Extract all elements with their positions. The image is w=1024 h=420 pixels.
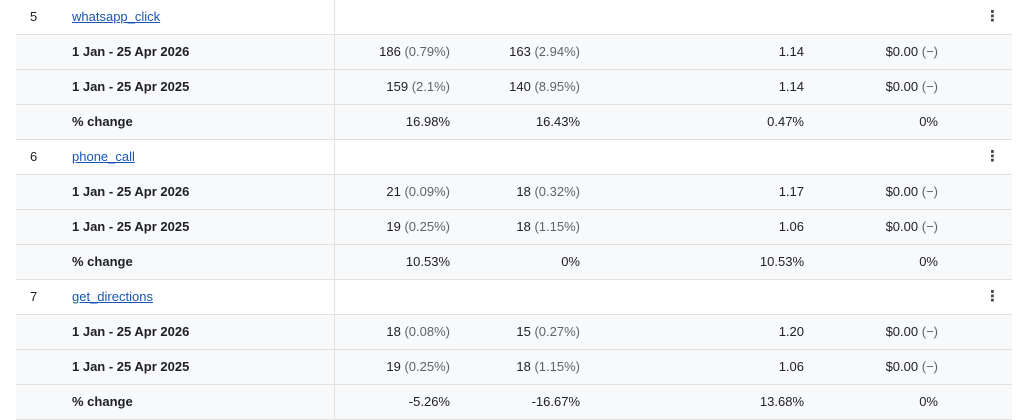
- event-name-link[interactable]: whatsapp_click: [72, 9, 161, 24]
- column-divider: [334, 0, 335, 34]
- metric-per-user: 1.06: [778, 219, 804, 234]
- percent-change-label: % change: [72, 114, 133, 129]
- column-divider: [334, 315, 335, 349]
- more-vert-icon[interactable]: ⋮: [985, 288, 1000, 305]
- column-divider: [334, 350, 335, 384]
- percent-change-label: % change: [72, 394, 133, 409]
- metric-users: 15 (0.27%): [516, 324, 580, 339]
- percent-change-row: % change -5.26% -16.67% 13.68% 0%: [16, 385, 1012, 420]
- period-row: 1 Jan - 25 Apr 2025 19 (0.25%) 18 (1.15%…: [16, 350, 1012, 385]
- metric-event-count: 19 (0.25%): [386, 359, 450, 374]
- metric-revenue: $0.00 (−): [885, 79, 938, 94]
- events-comparison-table: 5 whatsapp_click ⋮ 1 Jan - 25 Apr 2026 1…: [16, 0, 1012, 420]
- metric-revenue: $0.00 (−): [885, 219, 938, 234]
- event-group-row: 6 phone_call ⋮: [16, 140, 1012, 175]
- column-divider: [334, 140, 335, 174]
- change-users: 16.43%: [535, 114, 580, 129]
- period-label: 1 Jan - 25 Apr 2026: [72, 184, 190, 199]
- more-vert-icon[interactable]: ⋮: [985, 8, 1000, 25]
- period-label: 1 Jan - 25 Apr 2025: [72, 359, 190, 374]
- event-name-link[interactable]: phone_call: [72, 149, 135, 164]
- change-revenue: 0%: [919, 394, 938, 409]
- period-row: 1 Jan - 25 Apr 2026 186 (0.79%) 163 (2.9…: [16, 35, 1012, 70]
- period-label: 1 Jan - 25 Apr 2025: [72, 219, 190, 234]
- metric-revenue: $0.00 (−): [885, 184, 938, 199]
- metric-event-count: 186 (0.79%): [379, 44, 450, 59]
- metric-revenue: $0.00 (−): [885, 324, 938, 339]
- period-row: 1 Jan - 25 Apr 2025 19 (0.25%) 18 (1.15%…: [16, 210, 1012, 245]
- event-group-row: 5 whatsapp_click ⋮: [16, 0, 1012, 35]
- column-divider: [334, 385, 335, 419]
- metric-event-count: 19 (0.25%): [386, 219, 450, 234]
- metric-users: 163 (2.94%): [509, 44, 580, 59]
- column-divider: [334, 210, 335, 244]
- metric-revenue: $0.00 (−): [885, 44, 938, 59]
- period-label: 1 Jan - 25 Apr 2026: [72, 324, 190, 339]
- change-event-count: -5.26%: [408, 394, 450, 409]
- metric-event-count: 21 (0.09%): [386, 184, 450, 199]
- column-divider: [334, 35, 335, 69]
- metric-per-user: 1.14: [778, 44, 804, 59]
- change-per-user: 0.47%: [767, 114, 804, 129]
- metric-users: 18 (1.15%): [516, 219, 580, 234]
- event-name-link[interactable]: get_directions: [72, 289, 153, 304]
- percent-change-row: % change 10.53% 0% 10.53% 0%: [16, 245, 1012, 280]
- metric-users: 140 (8.95%): [509, 79, 580, 94]
- metric-per-user: 1.20: [778, 324, 804, 339]
- change-users: 0%: [561, 254, 580, 269]
- column-divider: [334, 70, 335, 104]
- row-index: 5: [30, 9, 38, 24]
- metric-event-count: 18 (0.08%): [386, 324, 450, 339]
- metric-event-count: 159 (2.1%): [386, 79, 450, 94]
- change-revenue: 0%: [919, 254, 938, 269]
- metric-users: 18 (1.15%): [516, 359, 580, 374]
- period-label: 1 Jan - 25 Apr 2025: [72, 79, 190, 94]
- column-divider: [334, 105, 335, 139]
- period-row: 1 Jan - 25 Apr 2026 21 (0.09%) 18 (0.32%…: [16, 175, 1012, 210]
- metric-revenue: $0.00 (−): [885, 359, 938, 374]
- metric-per-user: 1.17: [778, 184, 804, 199]
- more-vert-icon[interactable]: ⋮: [985, 148, 1000, 165]
- column-divider: [334, 280, 335, 314]
- row-index: 7: [30, 289, 38, 304]
- event-group-row: 7 get_directions ⋮: [16, 280, 1012, 315]
- change-per-user: 10.53%: [759, 254, 804, 269]
- column-divider: [334, 175, 335, 209]
- change-event-count: 16.98%: [405, 114, 450, 129]
- row-index: 6: [30, 149, 38, 164]
- metric-per-user: 1.14: [778, 79, 804, 94]
- metric-users: 18 (0.32%): [516, 184, 580, 199]
- change-revenue: 0%: [919, 114, 938, 129]
- change-users: -16.67%: [531, 394, 580, 409]
- column-divider: [334, 245, 335, 279]
- change-event-count: 10.53%: [405, 254, 450, 269]
- change-per-user: 13.68%: [759, 394, 804, 409]
- percent-change-label: % change: [72, 254, 133, 269]
- period-label: 1 Jan - 25 Apr 2026: [72, 44, 190, 59]
- period-row: 1 Jan - 25 Apr 2026 18 (0.08%) 15 (0.27%…: [16, 315, 1012, 350]
- period-row: 1 Jan - 25 Apr 2025 159 (2.1%) 140 (8.95…: [16, 70, 1012, 105]
- metric-per-user: 1.06: [778, 359, 804, 374]
- percent-change-row: % change 16.98% 16.43% 0.47% 0%: [16, 105, 1012, 140]
